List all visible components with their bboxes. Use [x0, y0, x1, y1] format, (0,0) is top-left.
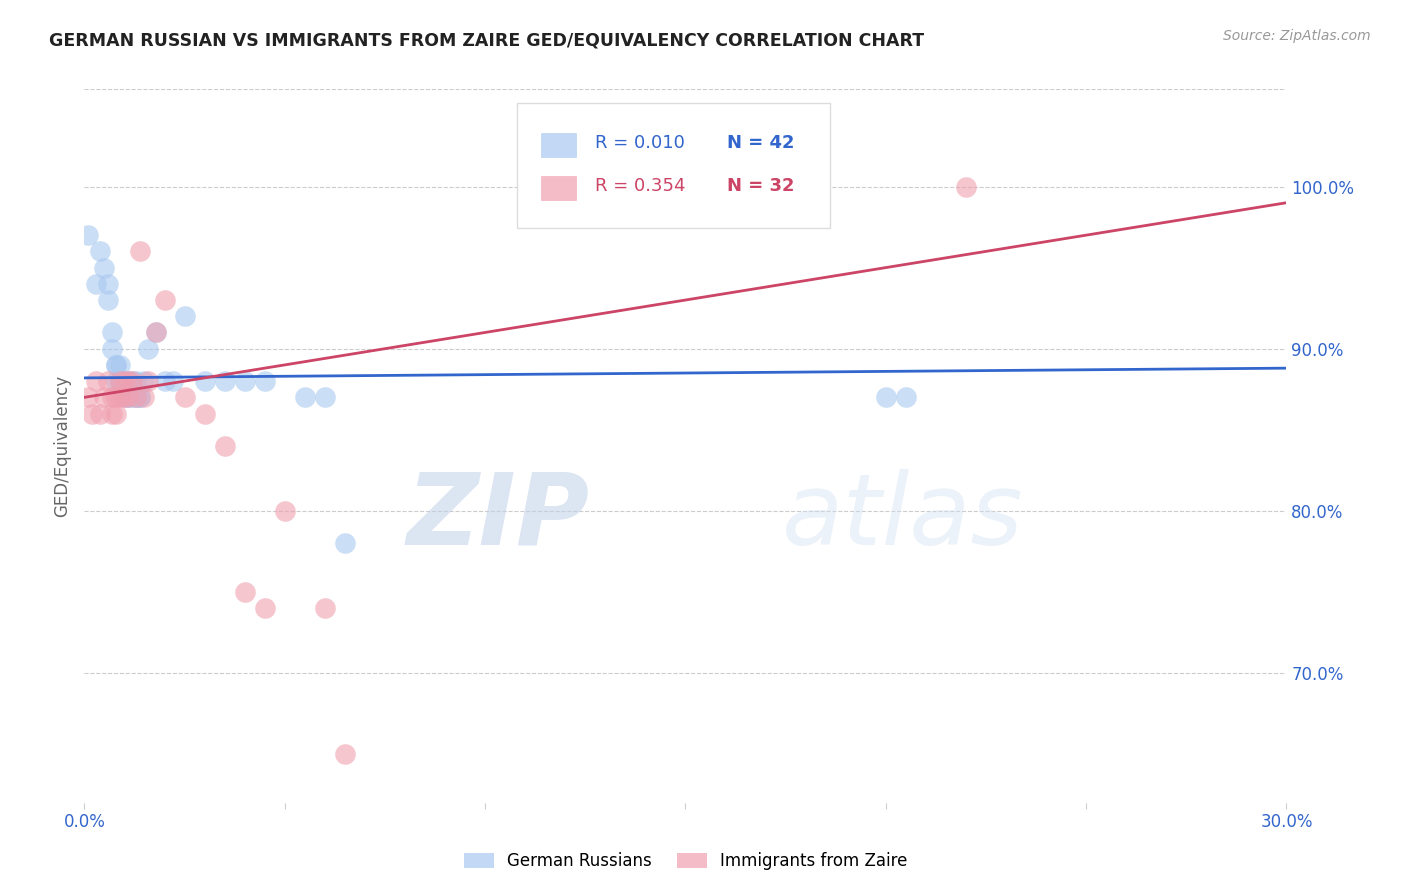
Text: ZIP: ZIP: [406, 469, 589, 566]
Point: [194, 374, 217, 388]
Point: [314, 390, 336, 404]
Point: [77, 390, 100, 404]
Point: [114, 390, 135, 404]
Point: [153, 374, 176, 388]
Point: [114, 390, 135, 404]
Point: [333, 536, 356, 550]
Point: [101, 407, 124, 421]
Point: [138, 374, 160, 388]
Point: [145, 326, 167, 340]
Text: R = 0.354: R = 0.354: [595, 177, 686, 194]
Point: [82, 407, 104, 421]
Point: [134, 374, 156, 388]
Text: atlas: atlas: [782, 469, 1024, 566]
Point: [117, 390, 139, 404]
Point: [110, 358, 132, 372]
Point: [125, 374, 148, 388]
Y-axis label: GED/Equivalency: GED/Equivalency: [53, 375, 72, 517]
Point: [114, 374, 135, 388]
Point: [101, 342, 124, 356]
Point: [97, 293, 120, 307]
Point: [77, 228, 100, 243]
Point: [97, 277, 120, 291]
Point: [214, 374, 236, 388]
Point: [129, 390, 152, 404]
Point: [233, 585, 256, 599]
Point: [101, 326, 124, 340]
Point: [125, 390, 148, 404]
Point: [173, 390, 195, 404]
Point: [114, 374, 135, 388]
Point: [105, 358, 128, 372]
Point: [162, 374, 184, 388]
Point: [105, 374, 128, 388]
Point: [121, 390, 143, 404]
Point: [274, 504, 297, 518]
Point: [253, 601, 276, 615]
Point: [110, 390, 132, 404]
Point: [294, 390, 316, 404]
Point: [117, 390, 139, 404]
Point: [110, 374, 132, 388]
Point: [253, 374, 276, 388]
Point: [214, 439, 236, 453]
Point: [86, 374, 108, 388]
Point: [105, 407, 128, 421]
Point: [117, 374, 139, 388]
Point: [93, 260, 115, 275]
Text: R = 0.010: R = 0.010: [595, 134, 685, 152]
Point: [145, 326, 167, 340]
Point: [333, 747, 356, 761]
Point: [97, 374, 120, 388]
Point: [955, 179, 977, 194]
Legend: German Russians, Immigrants from Zaire: German Russians, Immigrants from Zaire: [457, 846, 914, 877]
Point: [194, 407, 217, 421]
Point: [134, 390, 156, 404]
Point: [233, 374, 256, 388]
Point: [114, 374, 135, 388]
Point: [173, 310, 195, 324]
Point: [93, 390, 115, 404]
Point: [89, 407, 111, 421]
Point: [125, 390, 148, 404]
FancyBboxPatch shape: [517, 103, 830, 228]
Point: [105, 390, 128, 404]
Point: [138, 342, 160, 356]
Point: [314, 601, 336, 615]
FancyBboxPatch shape: [541, 176, 576, 200]
Text: N = 42: N = 42: [727, 134, 794, 152]
Point: [121, 374, 143, 388]
Point: [89, 244, 111, 259]
Point: [105, 358, 128, 372]
Point: [110, 374, 132, 388]
Point: [875, 390, 897, 404]
Text: GERMAN RUSSIAN VS IMMIGRANTS FROM ZAIRE GED/EQUIVALENCY CORRELATION CHART: GERMAN RUSSIAN VS IMMIGRANTS FROM ZAIRE …: [49, 31, 924, 49]
FancyBboxPatch shape: [541, 133, 576, 157]
Point: [129, 244, 152, 259]
Point: [86, 277, 108, 291]
Point: [117, 374, 139, 388]
Text: N = 32: N = 32: [727, 177, 794, 194]
Point: [129, 390, 152, 404]
Point: [121, 374, 143, 388]
Point: [125, 390, 148, 404]
Point: [153, 293, 176, 307]
Point: [110, 374, 132, 388]
Point: [101, 390, 124, 404]
Point: [894, 390, 917, 404]
Point: [117, 390, 139, 404]
Text: Source: ZipAtlas.com: Source: ZipAtlas.com: [1223, 29, 1371, 43]
